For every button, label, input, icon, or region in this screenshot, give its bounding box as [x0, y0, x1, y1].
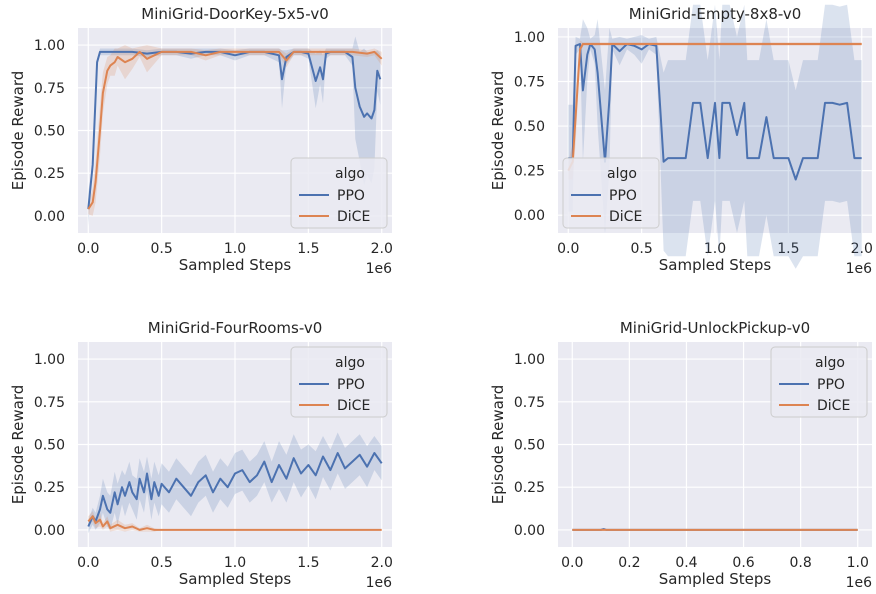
series-line-dice [567, 43, 862, 172]
x-tick-label: 2.0 [371, 241, 393, 257]
x-tick-label: 1.0 [704, 241, 726, 257]
y-tick-label: 1.00 [34, 38, 65, 54]
x-offset-text: 1e6 [846, 261, 873, 277]
x-offset-text: 1e6 [366, 575, 393, 591]
x-tick-label: 0.0 [77, 241, 99, 257]
x-tick-label: 2.0 [851, 241, 873, 257]
chart-title: MiniGrid-FourRooms-v0 [148, 319, 323, 337]
legend: algo PPO DiCE [290, 346, 388, 418]
x-axis-label: Sampled Steps [179, 570, 292, 588]
y-tick-label: 1.00 [514, 352, 545, 368]
x-tick-label: 0.0 [561, 555, 583, 571]
y-tick-label: 0.00 [514, 523, 545, 539]
chart-title: MiniGrid-DoorKey-5x5-v0 [141, 5, 329, 23]
y-tick-label: 0.50 [34, 124, 65, 140]
x-tick-label: 0.0 [77, 555, 99, 571]
y-tick-label: 0.25 [34, 166, 65, 182]
series-line-ppo [568, 43, 862, 181]
x-tick-label: 0.0 [557, 241, 579, 257]
y-tick-label: 0.00 [34, 523, 65, 539]
legend-label: DiCE [337, 398, 370, 414]
x-tick-label: 0.2 [618, 555, 640, 571]
legend-box [562, 157, 660, 229]
y-tick-label: 0.25 [514, 480, 545, 496]
series-line-dice [87, 50, 383, 210]
y-tick-label: 0.75 [514, 74, 545, 90]
legend-title: algo [607, 166, 637, 182]
x-tick-label: 0.5 [151, 555, 173, 571]
chart-panel-3: 0.0 0.5 1.0 1.5 2.0 0.00 0.25 0.50 0.75 1.00 MiniG… [9, 319, 393, 591]
y-tick-label: 0.50 [514, 119, 545, 135]
legend: algo PPO DiCE [770, 346, 868, 418]
band-dice [88, 511, 382, 532]
legend-box [290, 346, 388, 418]
y-tick-label: 0.25 [514, 164, 545, 180]
legend-label: PPO [337, 188, 365, 204]
legend: algo PPO DiCE [290, 157, 388, 229]
x-tick-label: 1.0 [224, 241, 246, 257]
y-tick-label: 1.00 [514, 30, 545, 46]
chart-panel-1: 0.0 0.5 1.0 1.5 2.0 0.00 0.25 0.50 0.75 1.00 MiniG… [9, 5, 393, 277]
x-tick-label: 0.5 [151, 241, 173, 257]
y-tick-label: 0.00 [34, 209, 65, 225]
y-axis-label: Episode Reward [489, 385, 507, 505]
band-ppo [568, 4, 862, 269]
y-tick-label: 0.00 [514, 208, 545, 224]
y-tick-label: 0.75 [514, 395, 545, 411]
series-line-dice [87, 515, 382, 531]
x-tick-label: 1.0 [847, 555, 869, 571]
legend-title: algo [815, 355, 845, 371]
chart-panel-2: 0.0 0.5 1.0 1.5 2.0 0.00 0.25 0.50 0.75 1.00 MiniG… [489, 4, 873, 277]
y-tick-label: 0.75 [34, 395, 65, 411]
legend-label: DiCE [609, 209, 642, 225]
y-tick-label: 1.00 [34, 352, 65, 368]
chart-title: MiniGrid-Empty-8x8-v0 [629, 5, 802, 23]
x-tick-label: 1.5 [297, 241, 319, 257]
chart-panel-4: 0.0 0.2 0.4 0.6 0.8 1.0 0.00 0.25 0.50 0.75 1.00 Mi… [489, 319, 872, 591]
band-dice [88, 45, 382, 216]
y-tick-label: 0.50 [34, 438, 65, 454]
band-ppo [88, 432, 382, 534]
legend-box [770, 346, 868, 418]
x-axis-label: Sampled Steps [659, 256, 772, 274]
legend-box [290, 157, 388, 229]
y-tick-label: 0.75 [34, 81, 65, 97]
x-tick-label: 1.5 [777, 241, 799, 257]
x-tick-label: 0.5 [631, 241, 653, 257]
x-tick-label: 1.0 [224, 555, 246, 571]
legend-title: algo [335, 355, 365, 371]
chart-title: MiniGrid-UnlockPickup-v0 [620, 319, 810, 337]
legend-label: DiCE [817, 398, 850, 414]
y-axis-label: Episode Reward [9, 385, 27, 505]
y-axis-label: Episode Reward [9, 71, 27, 191]
x-tick-label: 0.6 [732, 555, 754, 571]
x-tick-label: 0.4 [675, 555, 697, 571]
y-tick-label: 0.25 [34, 480, 65, 496]
legend-label: DiCE [337, 209, 370, 225]
x-axis-label: Sampled Steps [659, 570, 772, 588]
x-axis-label: Sampled Steps [179, 256, 292, 274]
x-tick-label: 2.0 [371, 555, 393, 571]
x-tick-label: 0.8 [790, 555, 812, 571]
x-tick-label: 1.5 [297, 555, 319, 571]
y-axis-label: Episode Reward [489, 71, 507, 191]
legend-label: PPO [609, 188, 637, 204]
series-line-ppo [87, 50, 382, 210]
legend-label: PPO [337, 377, 365, 393]
y-tick-label: 0.50 [514, 438, 545, 454]
legend-title: algo [335, 166, 365, 182]
legend-label: PPO [817, 377, 845, 393]
legend: algo PPO DiCE [562, 157, 660, 229]
series-line-ppo [87, 452, 383, 527]
x-offset-text: 1e6 [846, 575, 873, 591]
x-offset-text: 1e6 [366, 261, 393, 277]
